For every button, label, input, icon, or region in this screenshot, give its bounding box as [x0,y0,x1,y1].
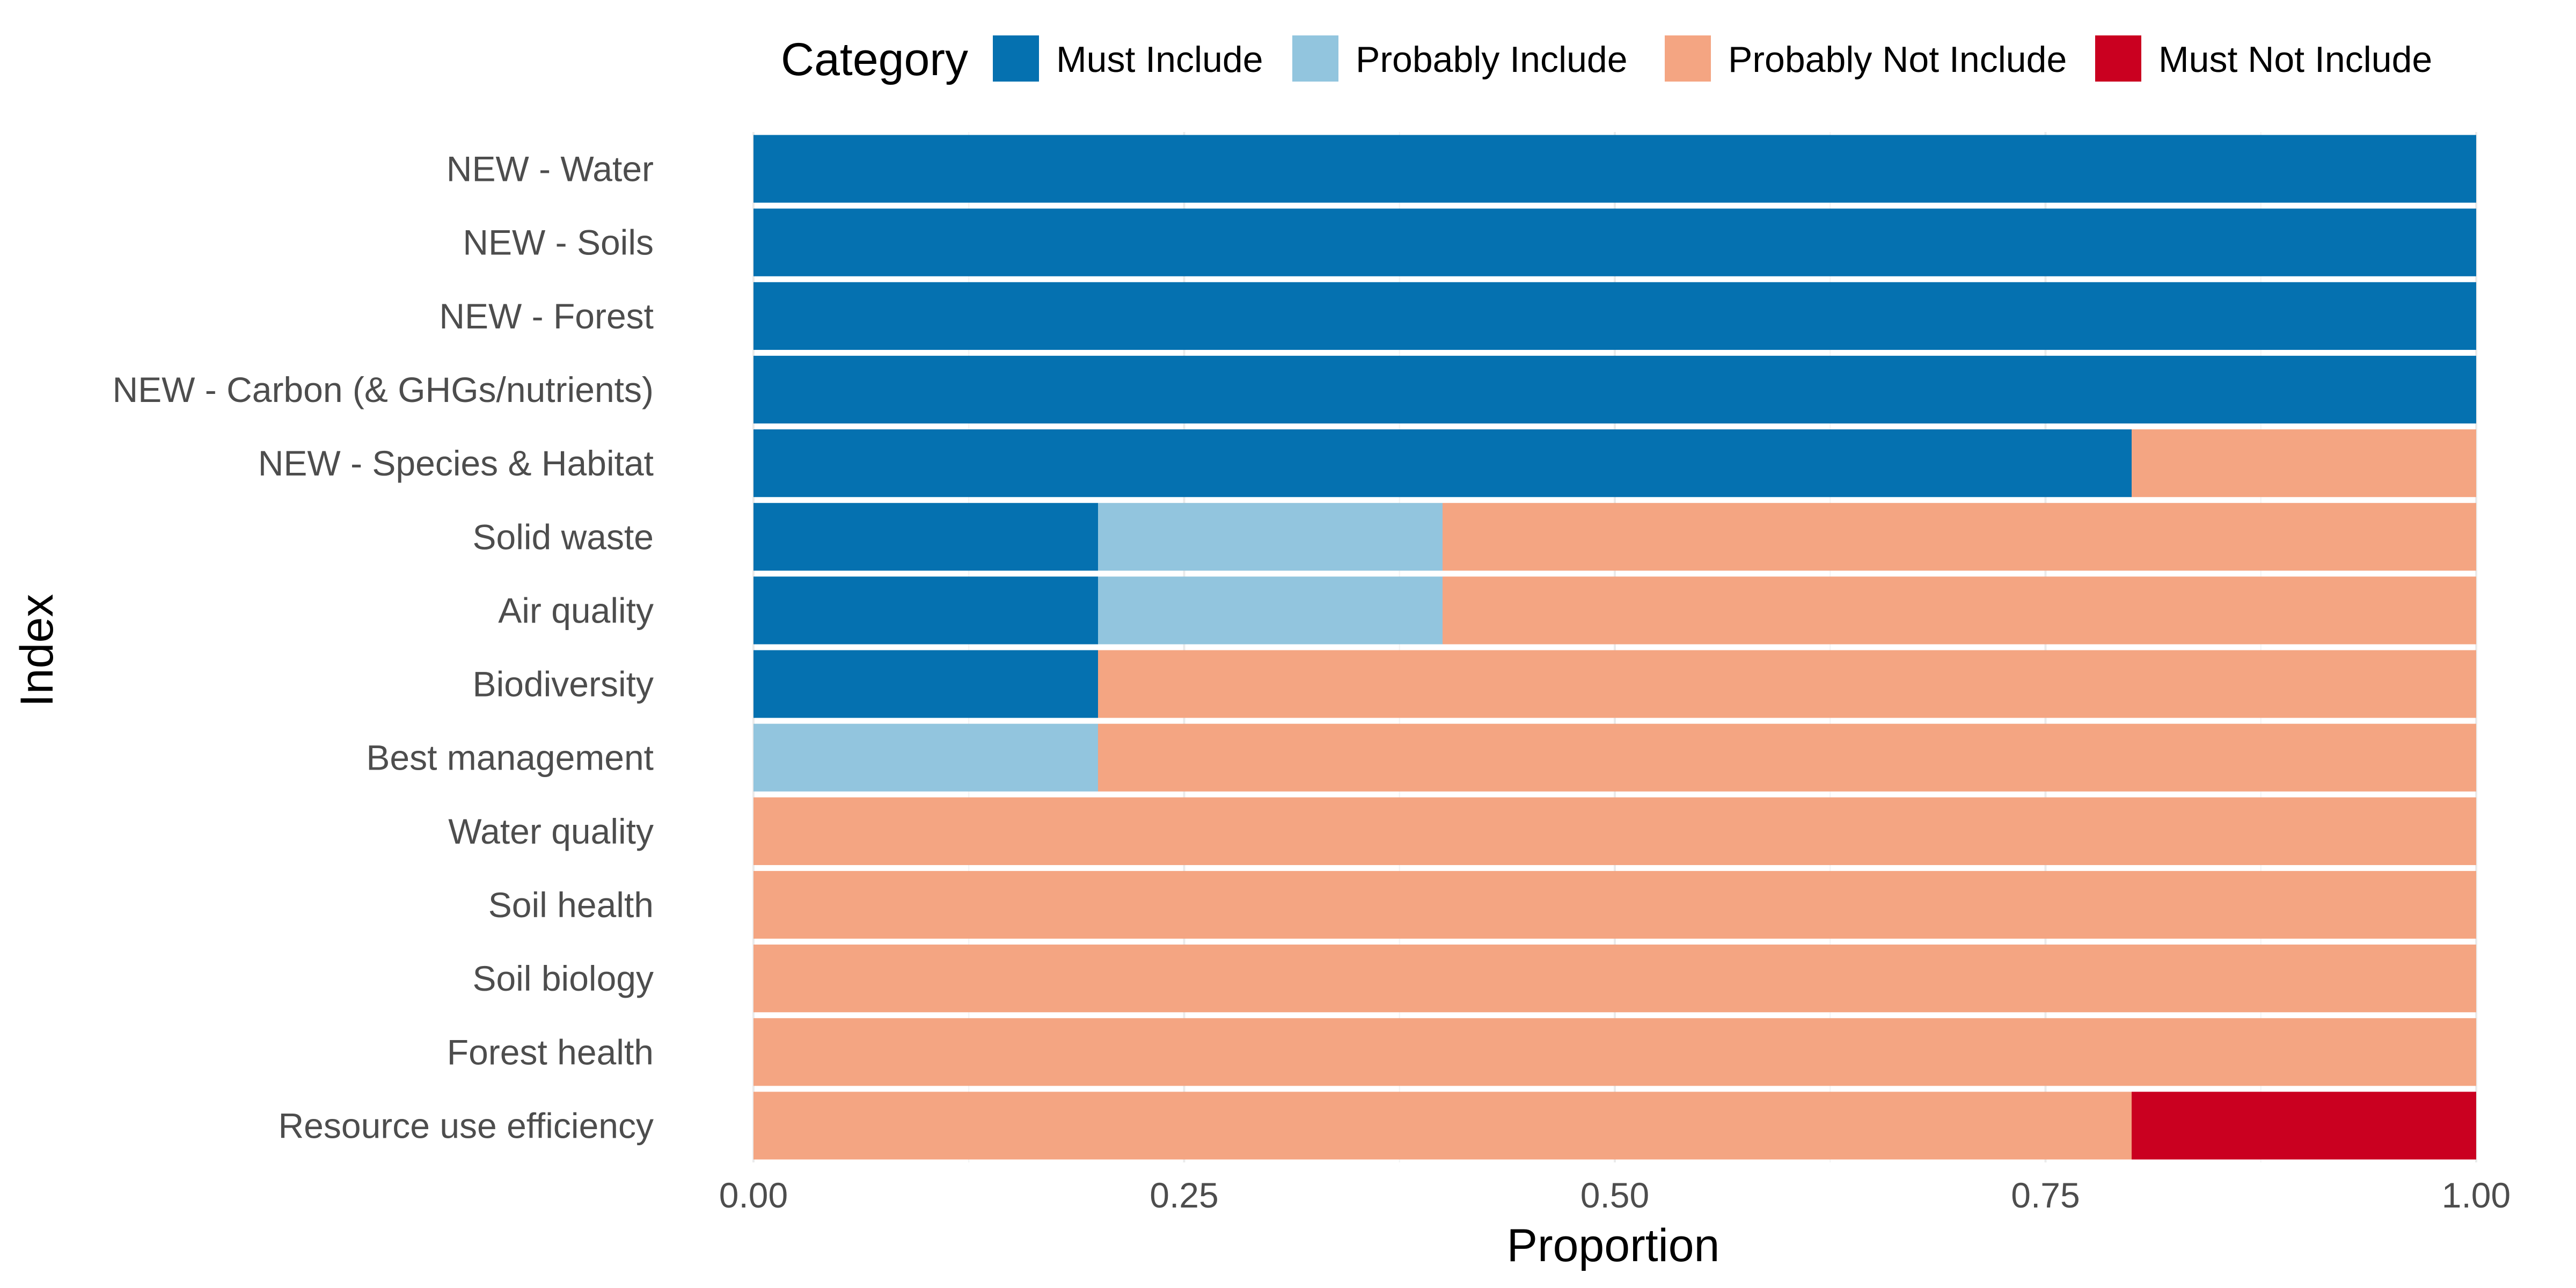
bar-segment [753,503,1098,571]
y-axis-title: Index [11,594,63,707]
legend-title: Category [781,34,968,85]
y-tick-label: NEW - Species & Habitat [258,443,654,483]
bar-segment [753,1018,2476,1086]
y-tick-labels: NEW - Water NEW - Soils NEW - Forest NEW - … [112,149,654,1146]
y-tick-label: Resource use efficiency [279,1106,654,1145]
x-tick-label: 0.25 [1150,1175,1218,1215]
bar-segment [1098,576,1443,645]
y-tick-label: Soil biology [472,958,654,998]
bar-segment [1098,503,1443,571]
bar-segment [753,723,1098,792]
bar-segment [753,945,2476,1013]
x-axis-title: Proportion [1507,1220,1720,1271]
bar-segment [753,576,1098,645]
y-tick-label: NEW - Forest [439,296,654,336]
y-tick-label: Biodiversity [473,664,654,704]
x-tick-label: 0.50 [1580,1175,1649,1215]
legend-key [993,35,1039,82]
bar-segment [753,135,2476,203]
bar-segment [753,650,1098,718]
x-tick-labels: 0.00 0.25 0.50 0.75 1.00 [719,1175,2511,1215]
legend-key [1292,35,1338,82]
y-tick-label: Water quality [448,811,654,851]
bar-segment [2132,429,2476,497]
y-tick-label: Soil health [488,885,654,925]
legend-label: Probably Include [1356,39,1628,80]
y-tick-label: NEW - Carbon (& GHGs/nutrients) [112,370,654,409]
legend-label: Must Not Include [2158,39,2432,80]
bar-segment [753,1092,2132,1160]
legend-key [1665,35,1711,82]
x-tick-label: 0.75 [2011,1175,2080,1215]
bar-segment [1098,723,2476,792]
bar-segment [753,870,2476,939]
x-tick-label: 0.00 [719,1175,788,1215]
bar-segment [753,797,2476,865]
y-tick-label: Air quality [498,590,654,630]
legend: Category Must Include Probably Include Pro… [781,34,2432,85]
bar-segment [753,429,2132,497]
legend-label: Must Include [1056,39,1263,80]
legend-label: Probably Not Include [1728,39,2067,80]
bar-segment [753,282,2476,350]
bar-segment [753,355,2476,424]
bar-segment [1443,503,2476,571]
bar-segment [2132,1092,2476,1160]
legend-key [2095,35,2141,82]
bars-layer [753,135,2476,1160]
y-tick-label: NEW - Soils [463,223,654,262]
bar-segment [1443,576,2476,645]
bar-segment [1098,650,2476,718]
y-tick-label: NEW - Water [447,149,654,189]
x-tick-label: 1.00 [2442,1175,2511,1215]
y-tick-label: Solid waste [472,517,654,557]
y-tick-label: Forest health [447,1032,654,1072]
bar-segment [753,208,2476,276]
y-tick-label: Best management [366,738,654,778]
